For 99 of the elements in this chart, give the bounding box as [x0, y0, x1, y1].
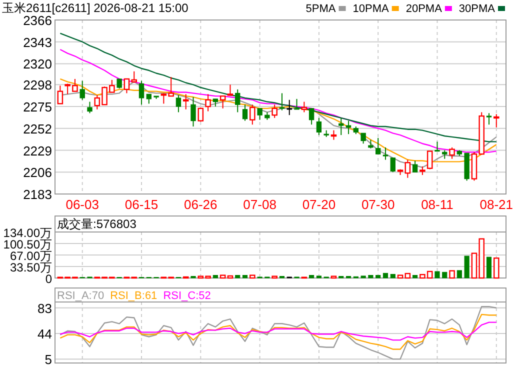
bar: [397, 274, 404, 279]
legend-label: 20PMA: [406, 3, 443, 15]
candlestick: [279, 92, 285, 111]
line-series: [60, 314, 497, 350]
bar: [449, 270, 455, 279]
y-tick-label: 134.00万: [3, 226, 52, 240]
bar: [368, 275, 374, 278]
x-tick-label: 06-26: [184, 197, 218, 212]
y-tick-label: 2229: [23, 143, 52, 158]
y-tick-label: 2206: [23, 165, 52, 180]
bar: [212, 275, 218, 278]
bar: [227, 275, 234, 279]
bar: [316, 276, 322, 278]
y-tick-label: 0: [45, 272, 52, 286]
candlestick: [493, 114, 500, 128]
candlestick: [116, 78, 122, 89]
y-tick-label: 67.00万: [10, 249, 52, 263]
bar: [220, 274, 226, 279]
candlestick: [250, 104, 256, 126]
legend-label: 10PMA: [352, 3, 390, 15]
candlestick: [257, 108, 262, 120]
y-tick-label: 44: [38, 326, 52, 342]
candlestick: [426, 150, 433, 170]
candlestick: [434, 141, 440, 152]
y-tick-label: 33.50万: [10, 260, 52, 274]
candlestick: [235, 88, 240, 113]
bar: [235, 275, 240, 278]
line-series: [60, 322, 497, 341]
candlestick: [301, 101, 308, 113]
text: RSI_C:52: [163, 290, 211, 302]
bar: [309, 275, 314, 278]
x-tick-label: 08-11: [421, 197, 454, 212]
bar: [456, 270, 462, 278]
candlestick: [316, 117, 322, 136]
bar: [412, 275, 418, 278]
y-tick-label: 2183: [23, 187, 52, 202]
candlestick: [272, 104, 278, 118]
bar: [360, 276, 366, 278]
y-tick-label: 2320: [23, 56, 52, 72]
bar: [390, 274, 396, 278]
text: RSI_B:61: [110, 290, 158, 302]
y-tick-label: 2275: [23, 100, 52, 115]
y-tick-label: 2298: [23, 78, 52, 93]
candlestick: [308, 108, 314, 126]
candlestick: [346, 120, 352, 135]
legend-label: 30PMA: [458, 3, 496, 15]
candlestick: [242, 104, 248, 122]
x-tick-label: 08-21: [480, 197, 514, 212]
y-tick-label: 2343: [23, 34, 52, 50]
x-tick-label: 07-20: [302, 197, 336, 212]
candlestick: [382, 146, 388, 160]
y-tick-label: 5: [44, 352, 52, 365]
candlestick: [176, 94, 182, 113]
legend-label: 5PMA: [306, 3, 336, 15]
candlestick: [404, 159, 411, 178]
x-tick-label: 07-08: [243, 197, 276, 212]
candlestick: [80, 80, 85, 100]
candlestick: [330, 130, 337, 140]
candlestick: [182, 94, 189, 110]
x-tick-label: 06-15: [124, 197, 158, 212]
line-series: [60, 306, 497, 360]
candlestick: [294, 98, 300, 110]
y-tick-label: 2252: [23, 121, 52, 136]
x-tick-label: 07-30: [361, 197, 395, 212]
y-tick-label: 83: [38, 300, 52, 316]
bar: [464, 256, 470, 278]
line-series: [60, 32, 497, 142]
text: 成交量:576803: [57, 217, 137, 231]
bar: [382, 272, 388, 278]
bar: [250, 274, 256, 279]
bar: [434, 271, 440, 278]
bar: [486, 256, 492, 278]
candlestick: [360, 132, 366, 144]
candlestick: [198, 106, 204, 122]
candlestick: [190, 96, 196, 127]
series-label: RSI_A:70: [57, 290, 104, 302]
candlestick: [205, 94, 211, 112]
bar: [242, 275, 248, 278]
candlestick: [138, 80, 144, 106]
bar: [404, 272, 411, 279]
candlestick: [286, 99, 292, 116]
chart-title: 玉米2611[c2611] 2026-08-21 15:00: [2, 1, 189, 15]
y-tick-label: 100.50万: [3, 238, 52, 252]
candlestick: [390, 157, 396, 173]
candlestick: [486, 112, 492, 126]
bar: [442, 272, 448, 278]
candlestick: [376, 137, 381, 155]
bar: [376, 275, 381, 278]
candlestick: [227, 84, 234, 96]
candlestick: [220, 95, 226, 109]
candlestick: [412, 160, 418, 173]
x-tick-label: 06-03: [66, 197, 99, 212]
candlestick: [57, 85, 64, 104]
bar: [493, 257, 500, 279]
y-tick-label: 2366: [23, 13, 52, 28]
candlestick: [338, 117, 344, 136]
candlestick: [87, 101, 92, 114]
candlestick: [146, 94, 152, 104]
candlestick: [449, 146, 455, 160]
